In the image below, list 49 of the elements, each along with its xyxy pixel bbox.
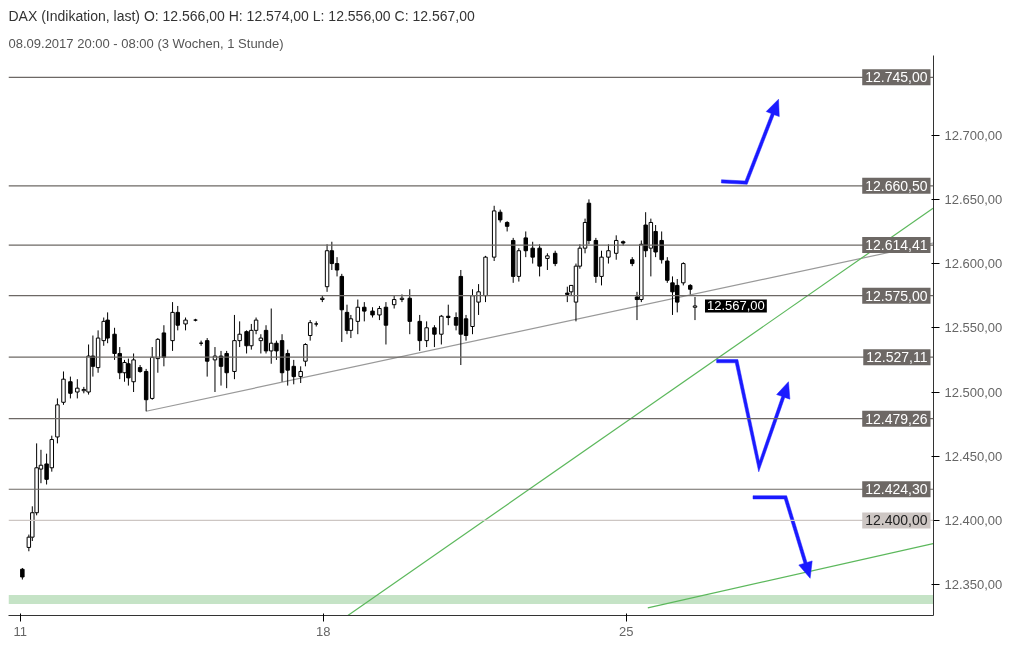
candlestick [61, 370, 66, 406]
candlestick [212, 346, 218, 393]
candlestick [613, 234, 619, 261]
candlestick [504, 220, 510, 232]
ref-line-label: 12.479,26 [865, 410, 928, 427]
ref-line-label: 12.575,00 [865, 287, 928, 304]
candlestick [307, 319, 313, 342]
candlestick [681, 261, 686, 286]
y-tick-label: 12.600,00 [944, 256, 1003, 272]
candlestick [355, 299, 361, 335]
ref-line-label: 12.400,00 [865, 512, 928, 529]
candlestick [407, 288, 412, 335]
ref-line-label: 12.527,11 [866, 349, 928, 366]
candlestick [606, 243, 611, 265]
candlestick [417, 314, 422, 352]
y-tick-label: 12.500,00 [944, 384, 1003, 400]
candlestick [439, 314, 444, 345]
ref-line-label: 12.614,41 [865, 237, 928, 254]
y-tick-label: 12.400,00 [944, 512, 1003, 528]
candlestick [204, 337, 210, 378]
candlestick [105, 311, 110, 344]
chart-subtitle: 08.09.2017 20:00 - 08:00 (3 Wochen, 1 Stunde) [8, 35, 284, 51]
y-tick-label: 12.450,00 [944, 448, 1003, 464]
ref-line-label: 12.660,50 [865, 177, 928, 194]
y-tick-label: 12.550,00 [944, 320, 1003, 336]
candlestick [446, 304, 451, 326]
candlestick [68, 376, 73, 399]
candlestick [692, 296, 698, 321]
y-tick-label: 12.700,00 [944, 127, 1003, 143]
x-tick-label: 18 [315, 623, 331, 639]
chart-title: DAX (Indikation, last) O: 12.566,00 H: 12.574,00 L: 12.556,00 C: 12.567,00 [8, 7, 475, 24]
candlestick [424, 320, 429, 348]
ref-line-label: 12.745,00 [865, 69, 928, 86]
x-tick-label: 11 [13, 623, 27, 639]
candlestick [432, 324, 437, 348]
candlestick [348, 314, 354, 339]
candlestick [344, 304, 350, 335]
candlestick [523, 230, 528, 258]
y-tick-label: 12.650,00 [944, 191, 1003, 207]
candlestick [665, 256, 670, 284]
candlestick [362, 301, 367, 322]
ref-line-label: 12.424,30 [865, 481, 928, 498]
y-tick-label: 12.350,00 [944, 577, 1003, 593]
candlestick [383, 301, 389, 345]
candlestick [258, 333, 264, 354]
annotation: 12.567,00 [707, 298, 765, 314]
candlestick [530, 241, 535, 265]
candlestick [537, 243, 542, 277]
x-tick-label: 25 [618, 623, 634, 639]
